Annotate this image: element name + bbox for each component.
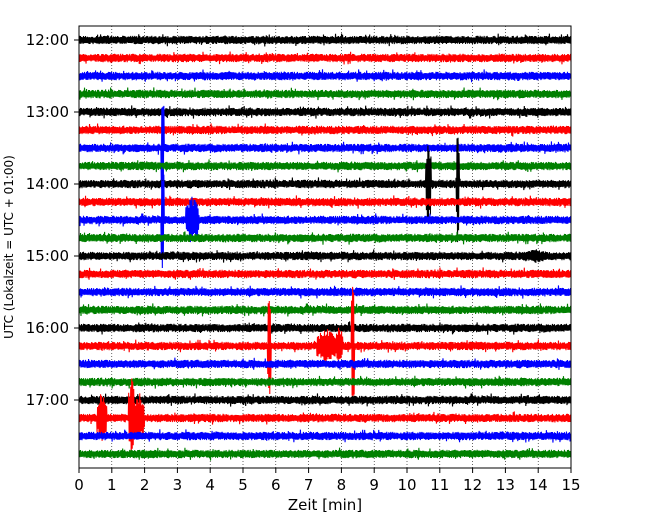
x-tick-label: 1 bbox=[107, 476, 117, 494]
x-axis-label: Zeit [min] bbox=[288, 496, 362, 514]
x-tick-label: 6 bbox=[271, 476, 281, 494]
y-axis-ticks: 12:00 13:00 14:00 15:00 16:00 17:00 bbox=[26, 31, 79, 409]
y-tick-label: 13:00 bbox=[26, 103, 69, 121]
trace-1545 bbox=[78, 303, 572, 317]
trace-1415 bbox=[78, 195, 572, 209]
y-tick-label: 15:00 bbox=[26, 247, 69, 265]
y-axis-label: UTC (Lokalzeit = UTC + 01:00) bbox=[2, 155, 16, 339]
trace-1445 bbox=[78, 231, 572, 245]
x-axis-ticks: 0 1 2 3 4 5 6 7 8 9 10 11 12 13 14 15 bbox=[74, 468, 581, 494]
trace-1730 bbox=[78, 429, 572, 443]
x-tick-label: 3 bbox=[173, 476, 183, 494]
seismic-traces bbox=[78, 33, 572, 461]
trace-1500 bbox=[78, 249, 572, 263]
x-tick-label: 11 bbox=[430, 476, 449, 494]
trace-1430 bbox=[78, 167, 572, 269]
trace-1745 bbox=[78, 447, 572, 461]
x-tick-label: 15 bbox=[561, 476, 580, 494]
x-tick-label: 5 bbox=[238, 476, 248, 494]
x-tick-label: 10 bbox=[397, 476, 416, 494]
x-tick-label: 13 bbox=[496, 476, 515, 494]
x-tick-label: 9 bbox=[369, 476, 379, 494]
trace-1715 bbox=[78, 378, 572, 457]
trace-1245 bbox=[78, 87, 572, 101]
trace-1345 bbox=[78, 159, 572, 173]
x-tick-label: 0 bbox=[74, 476, 84, 494]
trace-1300 bbox=[78, 105, 572, 119]
trace-1530 bbox=[78, 285, 572, 299]
y-tick-label: 17:00 bbox=[26, 391, 69, 409]
x-tick-label: 12 bbox=[463, 476, 482, 494]
trace-1645 bbox=[78, 375, 572, 389]
x-tick-label: 8 bbox=[337, 476, 347, 494]
trace-1515 bbox=[78, 267, 572, 280]
plot-frame bbox=[78, 25, 572, 469]
trace-1200 bbox=[78, 33, 572, 47]
x-tick-label: 7 bbox=[304, 476, 314, 494]
trace-1630 bbox=[78, 357, 572, 370]
x-tick-label: 4 bbox=[205, 476, 215, 494]
y-tick-label: 12:00 bbox=[26, 31, 69, 49]
x-tick-label: 2 bbox=[140, 476, 150, 494]
trace-1700 bbox=[78, 393, 572, 407]
trace-1230 bbox=[78, 69, 572, 83]
x-tick-label: 14 bbox=[529, 476, 548, 494]
y-tick-label: 14:00 bbox=[26, 175, 69, 193]
trace-1215 bbox=[78, 51, 572, 65]
trace-1315 bbox=[78, 123, 572, 137]
trace-1330 bbox=[78, 105, 572, 189]
trace-1400 bbox=[78, 137, 572, 243]
y-tick-label: 16:00 bbox=[26, 319, 69, 337]
